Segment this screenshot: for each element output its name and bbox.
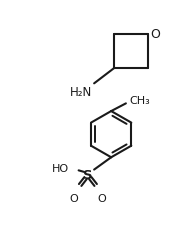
Text: HO: HO bbox=[52, 163, 69, 173]
Text: O: O bbox=[98, 193, 106, 203]
Text: O: O bbox=[70, 193, 78, 203]
Text: CH₃: CH₃ bbox=[130, 96, 151, 106]
Text: S: S bbox=[83, 168, 93, 181]
Text: O: O bbox=[151, 28, 160, 41]
Text: H₂N: H₂N bbox=[70, 86, 92, 99]
